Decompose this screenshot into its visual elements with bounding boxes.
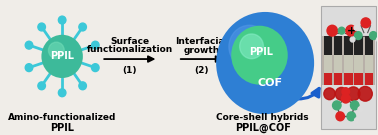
Circle shape <box>231 26 288 85</box>
Circle shape <box>346 25 356 36</box>
FancyBboxPatch shape <box>355 55 363 73</box>
FancyBboxPatch shape <box>344 36 353 55</box>
Circle shape <box>341 94 350 103</box>
FancyBboxPatch shape <box>364 55 373 73</box>
Circle shape <box>376 37 378 42</box>
Text: Amino-functionalized: Amino-functionalized <box>8 113 116 122</box>
Circle shape <box>58 16 66 24</box>
FancyBboxPatch shape <box>334 36 342 55</box>
Circle shape <box>335 87 347 100</box>
Circle shape <box>354 25 359 30</box>
Circle shape <box>347 87 360 101</box>
FancyBboxPatch shape <box>364 36 373 55</box>
Circle shape <box>338 27 345 34</box>
Text: COF: COF <box>257 78 282 88</box>
Circle shape <box>79 23 87 31</box>
FancyBboxPatch shape <box>324 73 332 85</box>
Text: functionalization: functionalization <box>87 45 173 54</box>
FancyBboxPatch shape <box>364 73 373 85</box>
Circle shape <box>347 112 356 121</box>
Text: PPIL: PPIL <box>249 47 273 57</box>
Text: PPIL@COF: PPIL@COF <box>235 123 291 133</box>
Circle shape <box>350 37 355 42</box>
FancyBboxPatch shape <box>334 73 342 85</box>
Circle shape <box>58 89 66 97</box>
FancyBboxPatch shape <box>344 55 353 73</box>
Circle shape <box>358 86 372 101</box>
Text: (2): (2) <box>195 66 209 75</box>
Circle shape <box>333 101 341 110</box>
Circle shape <box>42 35 83 78</box>
Circle shape <box>370 32 377 40</box>
FancyBboxPatch shape <box>321 6 375 129</box>
Circle shape <box>216 12 314 114</box>
FancyBboxPatch shape <box>324 55 332 73</box>
Circle shape <box>336 112 344 121</box>
Circle shape <box>358 107 363 112</box>
Text: Interfacial: Interfacial <box>175 37 228 46</box>
Text: PPIL: PPIL <box>50 51 74 61</box>
Circle shape <box>25 41 33 49</box>
FancyBboxPatch shape <box>344 73 353 85</box>
Circle shape <box>79 82 87 90</box>
Text: (1): (1) <box>122 66 137 75</box>
FancyBboxPatch shape <box>355 73 363 85</box>
Circle shape <box>350 101 359 110</box>
Text: +: + <box>347 26 356 36</box>
Circle shape <box>91 41 99 49</box>
Circle shape <box>38 23 45 31</box>
Circle shape <box>38 82 45 90</box>
Text: Surface: Surface <box>110 37 149 46</box>
Circle shape <box>355 118 359 123</box>
Circle shape <box>48 42 64 59</box>
FancyBboxPatch shape <box>324 36 332 55</box>
Circle shape <box>229 25 270 68</box>
Circle shape <box>342 88 350 96</box>
FancyBboxPatch shape <box>355 36 363 55</box>
Text: Core-shell hybrids: Core-shell hybrids <box>216 113 309 122</box>
Circle shape <box>355 32 362 40</box>
Text: growth: growth <box>184 46 220 55</box>
Circle shape <box>361 18 370 28</box>
FancyBboxPatch shape <box>322 36 375 85</box>
FancyBboxPatch shape <box>334 55 342 73</box>
Circle shape <box>327 25 338 36</box>
Circle shape <box>240 34 263 59</box>
Circle shape <box>91 64 99 72</box>
Circle shape <box>324 88 335 100</box>
Text: PPIL: PPIL <box>50 123 74 133</box>
Circle shape <box>25 64 33 72</box>
